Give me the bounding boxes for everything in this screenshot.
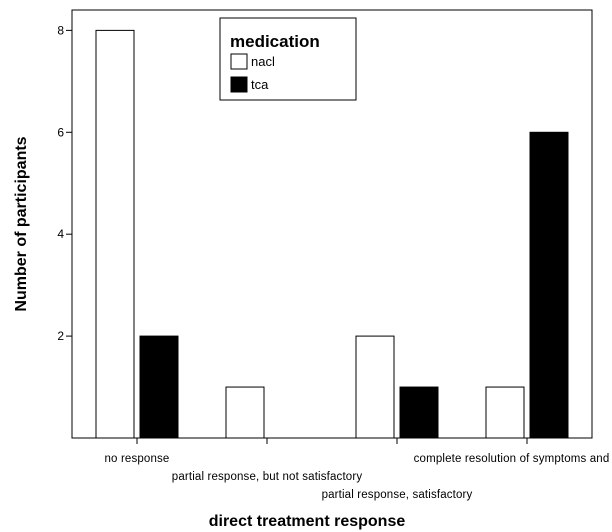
bar-nacl-3 xyxy=(355,335,395,439)
legend: medication nacl tca xyxy=(219,17,357,101)
bars xyxy=(95,29,569,439)
bar-tca-3 xyxy=(399,386,439,439)
y-tick-label: 6 xyxy=(57,125,64,139)
bar-nacl-1 xyxy=(95,29,135,439)
bar-tca-4 xyxy=(529,131,569,439)
legend-label-nacl: nacl xyxy=(251,54,275,69)
x-tick-label: complete resolution of symptoms and sign… xyxy=(414,453,612,465)
y-tick-label: 8 xyxy=(57,23,64,37)
bar-nacl-4 xyxy=(485,386,525,439)
y-tick-label: 2 xyxy=(57,329,64,343)
legend-title: medication xyxy=(230,32,320,51)
x-tick-label: no response xyxy=(105,453,170,465)
y-axis-title: Number of participants xyxy=(13,136,30,311)
legend-swatch-nacl xyxy=(230,53,248,70)
bar-nacl-2 xyxy=(225,386,265,439)
x-tick-label: partial response, satisfactory xyxy=(322,489,473,501)
y-axis: 2 4 6 8 xyxy=(57,23,72,343)
bar-tca-1 xyxy=(139,335,179,439)
legend-label-tca: tca xyxy=(251,77,269,92)
x-tick-label: partial response, but not satisfactory xyxy=(172,471,363,483)
x-axis-title: direct treatment response xyxy=(209,513,406,530)
legend-swatch-tca xyxy=(230,76,248,93)
y-tick-label: 4 xyxy=(57,227,64,241)
